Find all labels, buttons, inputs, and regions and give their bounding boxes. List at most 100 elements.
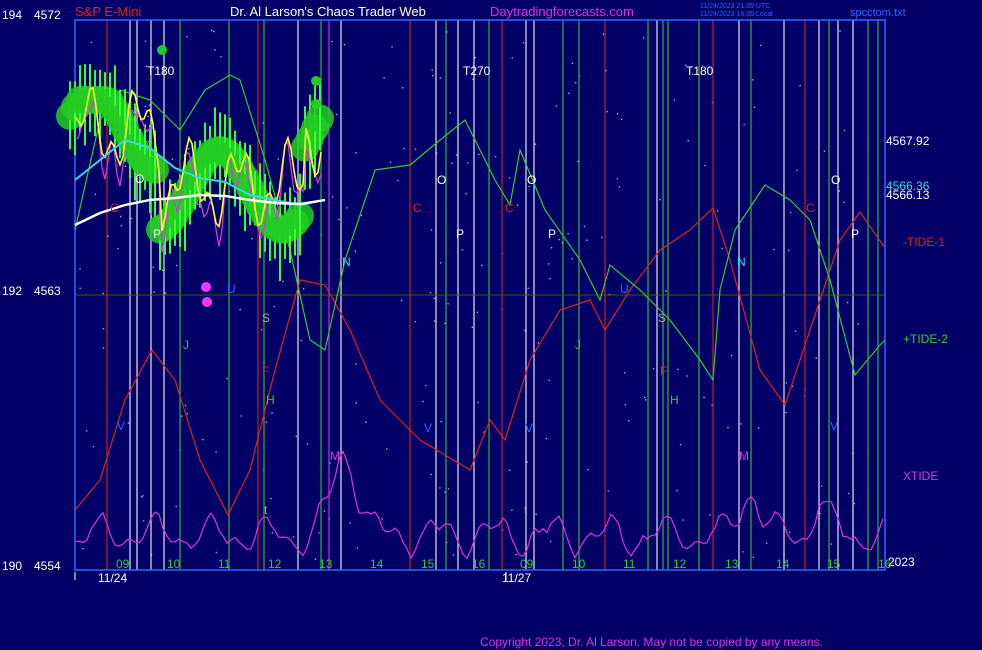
planet-letter-label: F xyxy=(660,364,667,378)
star-dot xyxy=(574,81,577,84)
star-dot xyxy=(346,207,348,209)
star-dot xyxy=(477,401,479,404)
star-dot xyxy=(439,487,441,489)
star-dot xyxy=(389,161,392,164)
star-dot xyxy=(184,404,187,407)
planet-letter-label: S xyxy=(658,311,666,325)
planet-letter-label: N xyxy=(737,255,746,269)
year-label: 2023 xyxy=(888,555,915,569)
star-dot xyxy=(124,165,127,167)
star-dot xyxy=(318,532,320,534)
star-dot xyxy=(788,531,791,534)
star-dot xyxy=(853,502,856,505)
star-dot xyxy=(452,554,455,556)
copyright: Copyright 2023, Dr. Al Larson. May not b… xyxy=(480,635,823,649)
star-dot xyxy=(226,377,228,380)
date-label: 11/27 xyxy=(502,571,531,585)
star-dot xyxy=(618,185,621,188)
star-dot xyxy=(511,509,513,512)
star-dot xyxy=(302,288,305,290)
star-dot xyxy=(742,550,744,553)
file-name: spcctom.txt xyxy=(850,7,906,19)
planet-letter-label: V xyxy=(424,421,432,435)
star-dot xyxy=(171,158,174,161)
star-dot xyxy=(455,154,458,156)
star-dot xyxy=(843,129,846,132)
star-dot xyxy=(785,382,788,384)
star-dot xyxy=(282,280,284,283)
star-dot xyxy=(381,518,384,520)
signal-dot xyxy=(311,76,321,86)
star-dot xyxy=(186,412,189,415)
chart-title: Dr. Al Larson's Chaos Trader Web xyxy=(230,4,426,19)
star-dot xyxy=(571,257,573,260)
price-level-label: 4566.36 xyxy=(886,179,930,193)
star-dot xyxy=(180,415,183,417)
star-dot xyxy=(555,105,558,107)
star-dot xyxy=(480,264,483,267)
signal-dot xyxy=(201,282,211,292)
star-dot xyxy=(679,443,682,446)
y-tick-left-mid: 192 xyxy=(2,284,22,298)
star-dot xyxy=(85,430,88,432)
hour-tick-label: 13 xyxy=(725,557,739,571)
hour-tick-label: 14 xyxy=(776,557,790,571)
star-dot xyxy=(300,339,302,342)
star-dot xyxy=(79,267,81,270)
star-dot xyxy=(360,214,363,217)
star-dot xyxy=(494,155,497,158)
star-dot xyxy=(743,123,745,126)
star-dot xyxy=(403,147,405,150)
planet-letter-label: O xyxy=(527,173,536,187)
star-dot xyxy=(730,354,733,357)
hour-tick-label: 09 xyxy=(116,557,130,571)
star-dot xyxy=(847,492,850,495)
planet-letter-label: N xyxy=(342,255,351,269)
signal-dot xyxy=(311,99,321,109)
white-average-line xyxy=(74,193,326,227)
planet-letter-label: J xyxy=(575,338,581,352)
star-dot xyxy=(186,35,188,38)
star-dot xyxy=(144,40,147,42)
star-dot xyxy=(757,427,760,429)
planet-letter-label: M xyxy=(739,449,749,463)
star-dot xyxy=(838,190,841,192)
star-dot xyxy=(515,553,517,556)
star-dot xyxy=(461,248,464,251)
star-dot xyxy=(528,185,530,188)
star-dot xyxy=(82,547,84,550)
star-dot xyxy=(323,510,326,512)
star-dot xyxy=(239,308,241,311)
star-dot xyxy=(545,437,548,440)
star-dot xyxy=(549,277,551,280)
star-dot xyxy=(815,357,818,359)
price-level-label: 4567.92 xyxy=(886,134,930,148)
star-dot xyxy=(90,41,93,44)
star-dot xyxy=(196,203,199,206)
planet-letter-label: P xyxy=(851,227,859,241)
star-dot xyxy=(535,513,537,516)
hour-tick-label: 15 xyxy=(827,557,841,571)
star-dot xyxy=(765,542,768,545)
star-dot xyxy=(796,169,798,171)
symbol-title: S&P E-Mini xyxy=(75,4,141,19)
star-dot xyxy=(431,69,434,71)
star-dot xyxy=(571,62,574,65)
star-dot xyxy=(773,248,775,251)
star-dot xyxy=(439,76,442,79)
star-dot xyxy=(471,326,474,329)
star-dot xyxy=(691,73,694,76)
star-dot xyxy=(644,398,647,401)
star-dot xyxy=(140,496,143,498)
star-dot xyxy=(270,497,272,500)
y-tick-left-top: 194 xyxy=(2,8,22,22)
legend-tide2: +TIDE-2 xyxy=(903,332,948,346)
star-dot xyxy=(623,372,626,374)
y-tick-right-top: 4572 xyxy=(34,8,61,22)
hour-tick-label: 16 xyxy=(472,557,486,571)
star-dot xyxy=(787,249,790,252)
star-dot xyxy=(400,299,403,302)
planet-letter-label: V xyxy=(830,419,838,433)
star-dot xyxy=(753,106,756,108)
star-dot xyxy=(550,246,553,249)
